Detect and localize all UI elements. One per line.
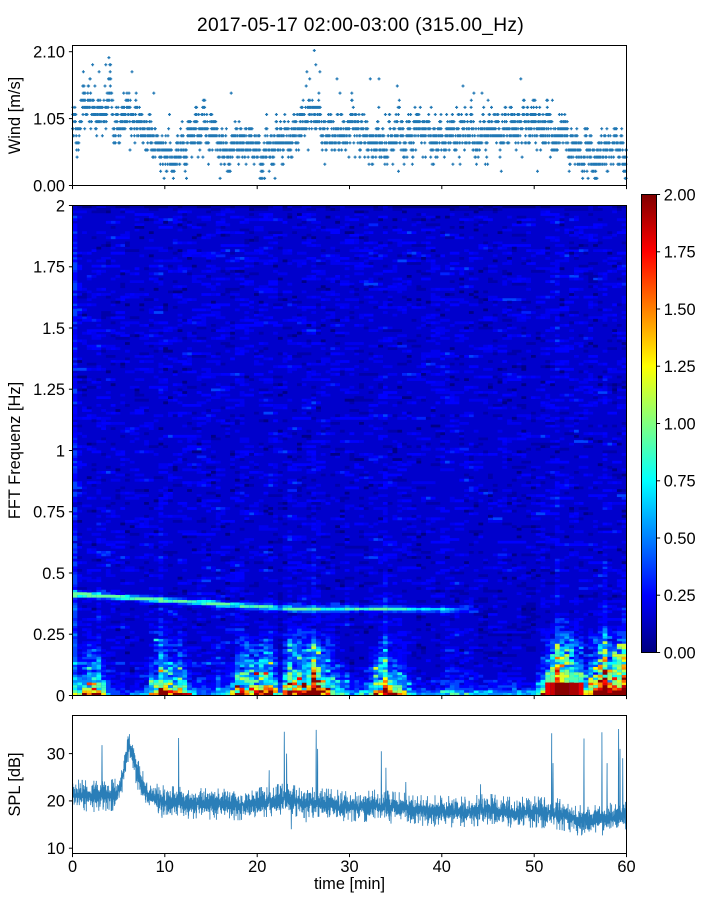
svg-text:1.50: 1.50 <box>664 301 696 319</box>
svg-text:20: 20 <box>47 793 65 811</box>
svg-text:SPL [dB]: SPL [dB] <box>6 752 24 816</box>
svg-text:1.25: 1.25 <box>664 358 696 376</box>
svg-text:0.00: 0.00 <box>33 177 65 195</box>
svg-text:30: 30 <box>340 858 358 876</box>
svg-text:1.75: 1.75 <box>33 259 65 277</box>
svg-text:60: 60 <box>617 858 635 876</box>
svg-text:1.75: 1.75 <box>664 244 696 262</box>
svg-text:40: 40 <box>433 858 451 876</box>
svg-text:0.5: 0.5 <box>42 565 65 583</box>
svg-text:30: 30 <box>47 745 65 763</box>
svg-text:2: 2 <box>56 197 65 215</box>
svg-text:0.75: 0.75 <box>664 473 696 491</box>
svg-text:0.25: 0.25 <box>664 587 696 605</box>
svg-text:0.50: 0.50 <box>664 530 696 548</box>
svg-text:Wind [m/s]: Wind [m/s] <box>6 77 24 154</box>
svg-text:0: 0 <box>56 687 65 705</box>
svg-text:1: 1 <box>56 442 65 460</box>
svg-text:1.00: 1.00 <box>664 415 696 433</box>
svg-text:10: 10 <box>47 840 65 858</box>
svg-text:0.75: 0.75 <box>33 504 65 522</box>
svg-text:2.00: 2.00 <box>664 186 696 204</box>
svg-text:2017-05-17 02:00-03:00 (315.00: 2017-05-17 02:00-03:00 (315.00_Hz) <box>197 15 524 36</box>
svg-text:20: 20 <box>248 858 266 876</box>
svg-text:0.25: 0.25 <box>33 626 65 644</box>
svg-text:0: 0 <box>68 858 77 876</box>
svg-text:time [min]: time [min] <box>314 875 385 893</box>
svg-text:0.00: 0.00 <box>664 644 696 662</box>
svg-text:50: 50 <box>525 858 543 876</box>
svg-text:10: 10 <box>156 858 174 876</box>
svg-text:FFT Frequenz [Hz]: FFT Frequenz [Hz] <box>6 382 24 519</box>
svg-text:2.10: 2.10 <box>33 44 65 62</box>
svg-text:1.5: 1.5 <box>42 320 65 338</box>
svg-text:1.05: 1.05 <box>33 110 65 128</box>
svg-text:1.25: 1.25 <box>33 381 65 399</box>
